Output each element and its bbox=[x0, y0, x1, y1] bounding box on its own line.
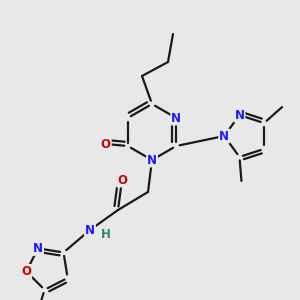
Text: N: N bbox=[171, 112, 181, 124]
Text: O: O bbox=[117, 173, 127, 187]
Text: N: N bbox=[33, 242, 43, 255]
Text: H: H bbox=[101, 227, 111, 241]
Text: N: N bbox=[235, 109, 244, 122]
Text: N: N bbox=[219, 130, 229, 142]
Text: N: N bbox=[147, 154, 157, 166]
Text: N: N bbox=[85, 224, 95, 236]
Text: O: O bbox=[101, 137, 111, 151]
Text: O: O bbox=[21, 265, 31, 278]
